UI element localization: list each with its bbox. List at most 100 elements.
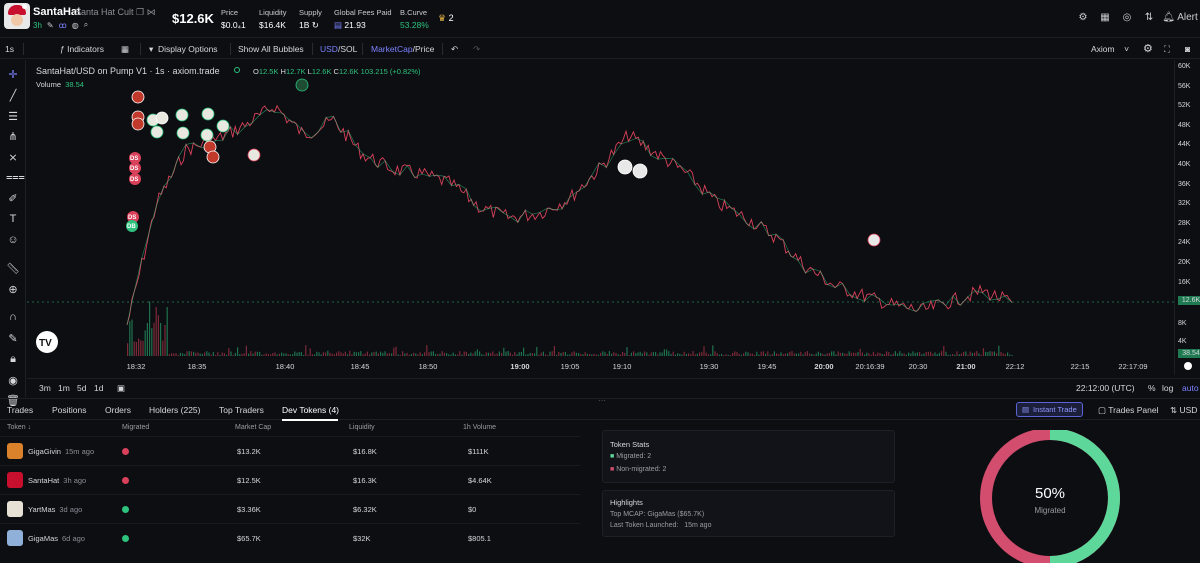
volume-bar xyxy=(690,354,692,356)
col-token[interactable]: Token ↓ xyxy=(7,424,32,431)
price-chart[interactable]: DS DS DS DS DB TV xyxy=(27,60,1174,375)
table-row[interactable]: GigaMas 6d ago $65.7K $32K $805.1 xyxy=(0,523,580,552)
target-icon[interactable]: ◎ xyxy=(1122,12,1132,23)
col-liquidity[interactable]: Liquidity xyxy=(349,424,375,431)
volume-bar xyxy=(179,352,181,356)
crosshair-icon[interactable]: ✛ xyxy=(8,69,18,81)
trendline-icon[interactable]: ╱ xyxy=(9,90,17,102)
tab-positions[interactable]: Positions xyxy=(52,405,87,415)
volume-bar xyxy=(373,352,375,356)
pattern-icon[interactable]: ⨯ xyxy=(8,152,18,164)
utc-clock[interactable]: 22:12:00 (UTC) xyxy=(1076,383,1135,393)
col-1h-volume[interactable]: 1h Volume xyxy=(463,424,497,431)
refresh-icon[interactable]: ↻ xyxy=(311,20,319,30)
people-icon[interactable]: ꝏ xyxy=(58,20,67,30)
copy-icon[interactable]: ❐ xyxy=(136,7,145,17)
auto-toggle[interactable]: auto xyxy=(1182,383,1199,393)
volume-bar xyxy=(921,354,923,356)
col-market-cap[interactable]: Market Cap xyxy=(235,424,272,431)
settings-icon[interactable]: ⚙ xyxy=(1078,12,1088,23)
search-icon[interactable]: ⌕ xyxy=(83,20,89,29)
time-axis[interactable]: 18:32 18:35 18:40 18:45 18:50 19:00 19:05 19:10… xyxy=(27,358,1174,374)
currency-toggle[interactable]: USD/SOL xyxy=(320,44,358,54)
redo-icon[interactable]: ↷ xyxy=(473,44,481,54)
pitchfork-icon[interactable]: ⋔ xyxy=(8,131,18,143)
volume-bar xyxy=(626,347,628,356)
volume-bar xyxy=(527,354,529,356)
tab-holders[interactable]: Holders (225) xyxy=(149,405,201,415)
price-axis[interactable]: 60K 56K 52K 48K 44K 40K 36K 32K 28K 24K 20K 16K 12.6… xyxy=(1174,60,1200,375)
volume-bar xyxy=(241,353,243,356)
undo-icon[interactable]: ↶ xyxy=(451,44,459,54)
volume-bar xyxy=(855,352,857,356)
layout-grid-icon[interactable]: ▦ xyxy=(121,44,130,54)
fullscreen-icon[interactable]: ⛶ xyxy=(1164,44,1170,54)
usd-toggle[interactable]: ⇅ USD xyxy=(1170,405,1198,415)
volume-bar xyxy=(318,352,320,356)
zoom-in-icon[interactable]: ⊕ xyxy=(8,284,18,296)
col-migrated[interactable]: Migrated xyxy=(122,424,150,431)
volume-bar xyxy=(912,351,914,356)
tab-orders[interactable]: Orders xyxy=(105,405,131,415)
volume-bar xyxy=(512,354,514,356)
emoji-icon[interactable]: ☺ xyxy=(7,234,19,246)
range-1d[interactable]: 1d xyxy=(94,383,104,393)
pencil-lock-icon[interactable]: ✎ xyxy=(8,333,18,345)
volume-bar xyxy=(529,352,531,356)
calendar-icon[interactable]: ▣ xyxy=(117,383,126,393)
volume-bar xyxy=(916,352,918,356)
pencil-icon[interactable]: ✎ xyxy=(46,20,54,30)
volume-bar xyxy=(892,353,894,356)
magnet-icon[interactable]: ∩ xyxy=(9,311,17,323)
volume-bar xyxy=(384,351,386,356)
table-row[interactable]: YartMas 3d ago $3.36K $6.32K $0 xyxy=(0,494,580,523)
chart-provider-select[interactable]: Axiom ˅ xyxy=(1091,44,1130,54)
show-bubbles-button[interactable]: Show All Bubbles xyxy=(238,44,304,54)
range-5d[interactable]: 5d xyxy=(77,383,87,393)
eye-icon[interactable]: ◉ xyxy=(8,375,18,387)
volume-bar xyxy=(294,351,296,356)
table-row[interactable]: GigaGivin 15m ago $13.2K $16.8K $111K xyxy=(0,436,580,465)
log-toggle[interactable]: log xyxy=(1162,383,1174,393)
share-icon[interactable]: ⋈ xyxy=(146,7,156,17)
tab-top-traders[interactable]: Top Traders xyxy=(219,405,264,415)
range-3m[interactable]: 3m xyxy=(39,383,51,393)
trades-panel-toggle[interactable]: ▢ Trades Panel xyxy=(1098,405,1159,415)
swap-icon[interactable]: ⇅ xyxy=(1144,12,1154,23)
ruler-lines-icon[interactable]: ⩶ xyxy=(6,171,25,183)
table-row[interactable]: SantaHat 3h ago $12.5K $16.3K $4.64K xyxy=(0,465,580,494)
volume-bar xyxy=(186,351,188,356)
live-status-dot xyxy=(234,67,240,73)
display-options-button[interactable]: ▾ Display Options xyxy=(149,44,218,54)
chart-settings-icon[interactable]: ⚙ xyxy=(1143,43,1153,55)
alert-button[interactable]: 🔔︎ Alert xyxy=(1162,12,1198,23)
volume-bar xyxy=(608,351,610,356)
resize-handle[interactable]: ⋯ xyxy=(598,396,606,405)
globe-icon[interactable]: ◍ xyxy=(71,20,79,30)
grid-icon[interactable]: ▦ xyxy=(1100,12,1110,23)
volume-bar xyxy=(481,354,483,356)
token-logo[interactable] xyxy=(4,3,30,29)
indicators-button[interactable]: ƒ Indicators xyxy=(60,44,104,54)
volume-bar xyxy=(540,352,542,356)
interval-select[interactable]: 1s xyxy=(5,44,14,54)
crown-count[interactable]: ♛ 2 xyxy=(438,13,454,23)
volume-bar xyxy=(175,353,177,356)
volume-bar xyxy=(710,354,712,356)
tab-trades[interactable]: Trades xyxy=(7,405,34,415)
percent-toggle[interactable]: % xyxy=(1148,383,1156,393)
tab-dev-tokens[interactable]: Dev Tokens (4) xyxy=(282,405,340,415)
horizontal-lines-icon[interactable]: ☰ xyxy=(8,111,18,123)
lock-icon[interactable]: 🔒︎ xyxy=(10,353,16,365)
measure-icon[interactable]: 📏︎ xyxy=(6,263,20,275)
text-icon[interactable]: T xyxy=(9,213,17,225)
dev-sell-marker xyxy=(129,173,141,185)
instant-trade-button[interactable]: ▤ Instant Trade xyxy=(1016,402,1083,417)
camera-icon[interactable]: ◙ xyxy=(1185,44,1191,54)
volume-bar xyxy=(230,351,232,356)
x-tick-label: 22:15 xyxy=(1070,362,1090,371)
mcap-price-toggle[interactable]: MarketCap/Price xyxy=(371,44,435,54)
range-1m[interactable]: 1m xyxy=(58,383,70,393)
volume-bar xyxy=(388,353,390,356)
brush-icon[interactable]: ✐ xyxy=(8,193,18,205)
